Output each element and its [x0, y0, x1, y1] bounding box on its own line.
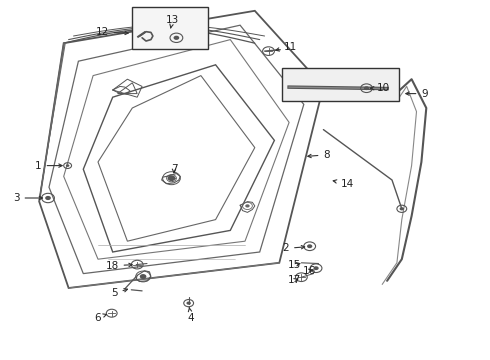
Text: 9: 9: [406, 89, 428, 99]
Text: 2: 2: [282, 243, 305, 253]
Circle shape: [245, 204, 249, 207]
Text: 13: 13: [166, 15, 179, 28]
Text: 4: 4: [188, 307, 195, 323]
Circle shape: [307, 244, 312, 248]
Text: 1: 1: [35, 161, 62, 171]
Circle shape: [168, 175, 175, 181]
Text: 7: 7: [171, 164, 177, 174]
Bar: [132, 7, 208, 49]
Circle shape: [173, 36, 179, 40]
Bar: [282, 68, 399, 101]
Circle shape: [140, 274, 147, 279]
Text: 15: 15: [288, 260, 301, 270]
Circle shape: [400, 207, 404, 210]
Circle shape: [45, 196, 51, 200]
Text: 14: 14: [333, 179, 354, 189]
Text: 8: 8: [308, 150, 330, 160]
Text: 10: 10: [370, 83, 391, 93]
Text: 3: 3: [13, 193, 43, 203]
Text: 5: 5: [111, 288, 127, 298]
Circle shape: [66, 164, 70, 167]
Circle shape: [314, 266, 318, 270]
Text: 11: 11: [276, 42, 297, 52]
Text: 18: 18: [105, 261, 132, 271]
Text: 12: 12: [96, 27, 128, 37]
Circle shape: [186, 302, 191, 305]
Text: 16: 16: [303, 266, 316, 276]
Text: 6: 6: [94, 312, 106, 323]
Circle shape: [364, 86, 369, 90]
Text: 17: 17: [288, 275, 301, 285]
